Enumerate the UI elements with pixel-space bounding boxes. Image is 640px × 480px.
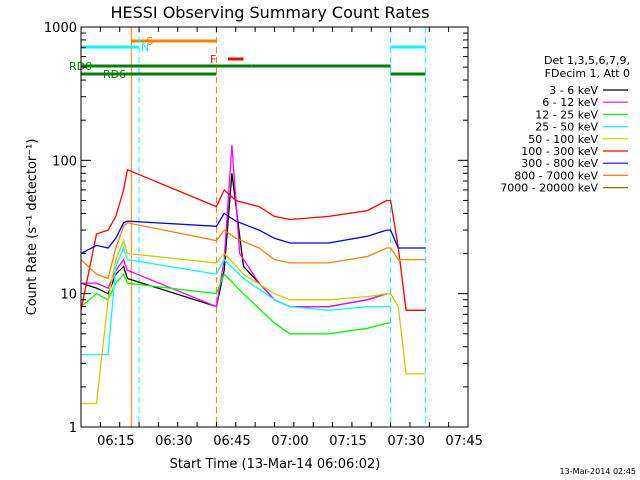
- y-tick-label: 1000: [44, 21, 77, 36]
- legend-entry-label: 6 - 12 keV: [542, 96, 598, 109]
- legend-entry-label: 100 - 300 keV: [521, 145, 598, 158]
- flag-label-n: N: [141, 41, 149, 54]
- legend-entry-label: 50 - 100 keV: [528, 133, 598, 146]
- chart-title: HESSI Observing Summary Count Rates: [110, 3, 429, 22]
- x-tick-label: 07:00: [271, 434, 308, 449]
- legend-entry-label: 800 - 7000 keV: [514, 169, 598, 182]
- legend-entry-label: 12 - 25 keV: [535, 108, 598, 121]
- y-axis-label: Count Rate (s⁻¹ detector⁻¹): [25, 139, 40, 316]
- flag-label-s: S: [146, 35, 153, 48]
- series-line-4: [81, 238, 426, 405]
- y-tick-label: 100: [52, 154, 77, 169]
- legend-header-line: Det 1,3,5,6,7,9,: [544, 54, 630, 67]
- x-tick-label: 07:30: [387, 434, 424, 449]
- legend-header-line: FDecim 1, Att 0: [545, 67, 630, 80]
- timestamp: 13-Mar-2014 02:45: [560, 467, 637, 476]
- x-tick-label: 06:15: [97, 434, 134, 449]
- y-tick-label: 10: [60, 288, 77, 303]
- legend-entry-label: 300 - 800 keV: [521, 157, 598, 170]
- y-tick-label: 1: [69, 421, 77, 436]
- legend-entry-label: 7000 - 20000 keV: [500, 182, 598, 195]
- legend-entry-label: 3 - 6 keV: [549, 84, 598, 97]
- x-axis-label: Start Time (13-Mar-14 06:06:02): [170, 457, 381, 472]
- series-line-7: [80, 222, 426, 280]
- legend-entry-label: 25 - 50 keV: [535, 121, 598, 134]
- series-line-6: [80, 212, 426, 255]
- x-tick-label: 06:30: [155, 434, 192, 449]
- flag-label-rd6: RD6: [103, 68, 126, 81]
- x-tick-label: 06:45: [213, 434, 250, 449]
- flag-label-f: F: [210, 53, 216, 66]
- series-line-2: [80, 272, 391, 335]
- series-line-5: [80, 168, 426, 311]
- x-tick-label: 07:15: [329, 434, 366, 449]
- series-line-3: [81, 246, 391, 356]
- x-tick-label: 07:45: [445, 434, 482, 449]
